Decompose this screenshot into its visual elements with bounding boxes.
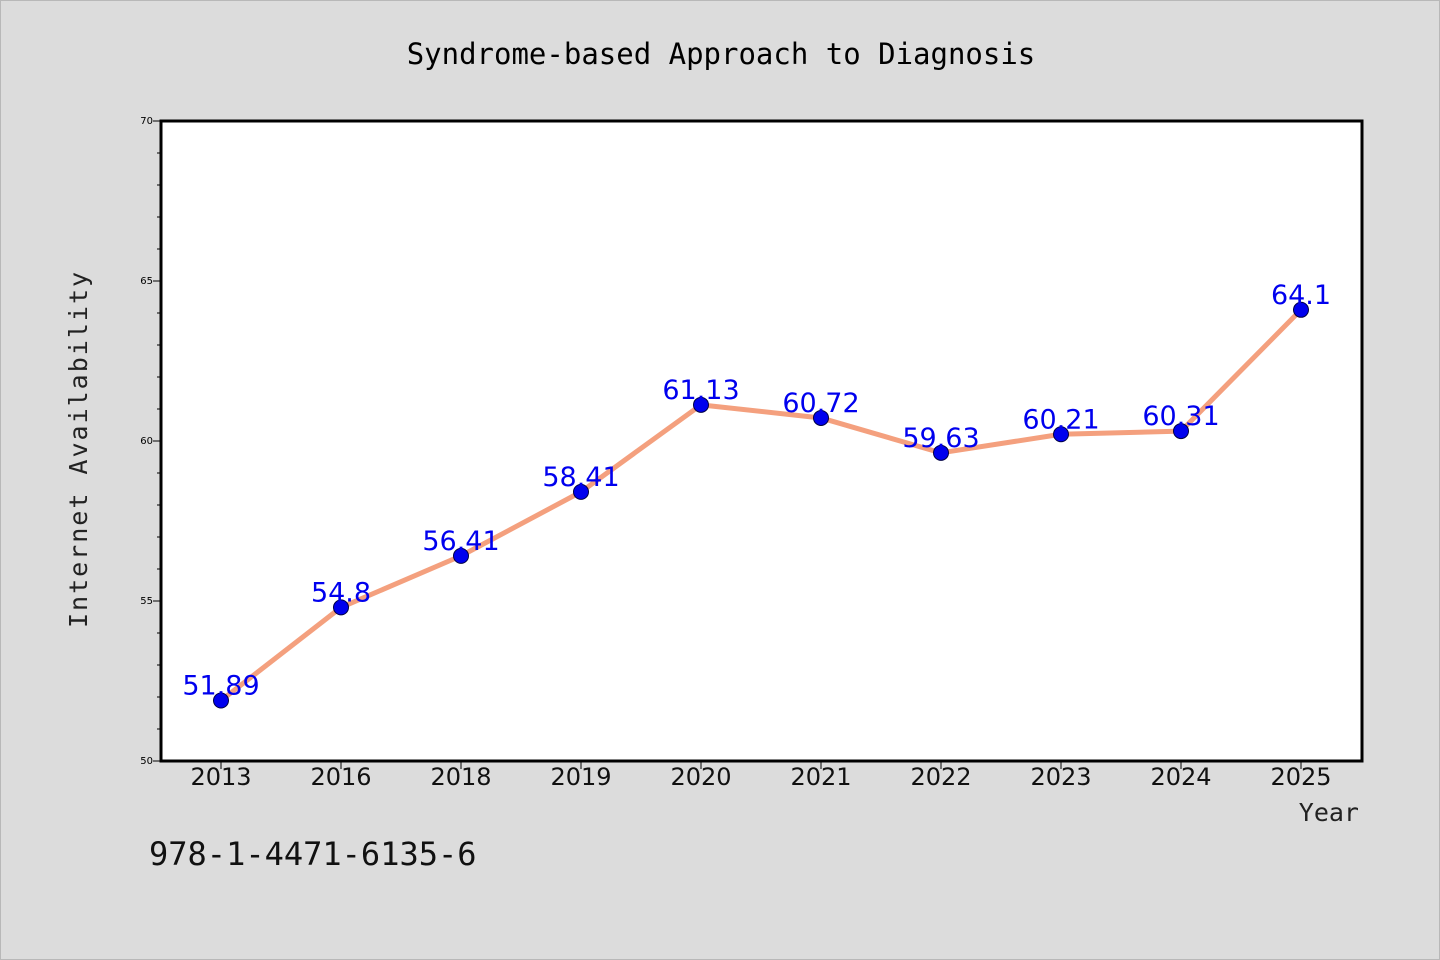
data-label: 59.63 [902,423,979,454]
y-axis-label: Internet Availability [64,270,93,628]
x-tick-label: 2018 [430,763,491,791]
data-point [213,692,229,709]
data-label: 60.72 [782,388,859,419]
y-tick-label: 60 [140,436,153,447]
data-label: 54.8 [311,577,371,608]
data-point [813,409,829,426]
series-line [218,307,1304,704]
data-point [693,396,709,413]
y-tick-label: 50 [140,756,153,767]
data-labels: 51.89 54.8 56.41 58.41 61.13 60.72 59.63 60.21 6… [182,280,1331,702]
y-tick-label: 65 [140,276,153,287]
data-label: 56.41 [422,526,499,557]
data-label: 60.31 [1142,401,1219,432]
x-tick-label: 2020 [670,763,731,791]
y-tick-label: 70 [140,116,153,127]
chart-title: Syndrome-based Approach to Diagnosis [407,37,1036,71]
series-markers [213,301,1309,709]
x-tick-label: 2022 [910,763,971,791]
data-label: 51.89 [182,671,259,702]
isbn-annotation: 978-1-4471-6135-6 [149,835,477,873]
data-label: 64.1 [1271,280,1331,311]
plot-area [159,119,1364,763]
x-tick-label: 2016 [310,763,371,791]
data-label: 60.21 [1022,404,1099,435]
series-polyline [218,307,1304,704]
data-point [1293,301,1309,318]
x-tick-label: 2023 [1030,763,1091,791]
data-point [1053,426,1069,443]
data-point [453,547,469,564]
x-tick-label: 2013 [190,763,251,791]
data-point [1173,423,1189,440]
x-tick-label: 2021 [790,763,851,791]
x-axis-label: Year [1299,798,1359,827]
x-tick-label: 2019 [550,763,611,791]
y-axis: 50 55 60 65 70 [140,116,161,767]
x-tick-label: 2025 [1270,763,1331,791]
data-label: 61.13 [662,375,739,406]
data-point [933,444,949,461]
data-point [333,599,349,616]
x-axis: 2013 2016 2018 2019 2020 2021 2022 2023 2024 2025 [190,761,1332,791]
y-tick-label: 55 [140,596,153,607]
x-tick-label: 2024 [1150,763,1211,791]
data-point [573,483,589,500]
data-label: 58.41 [542,462,619,493]
